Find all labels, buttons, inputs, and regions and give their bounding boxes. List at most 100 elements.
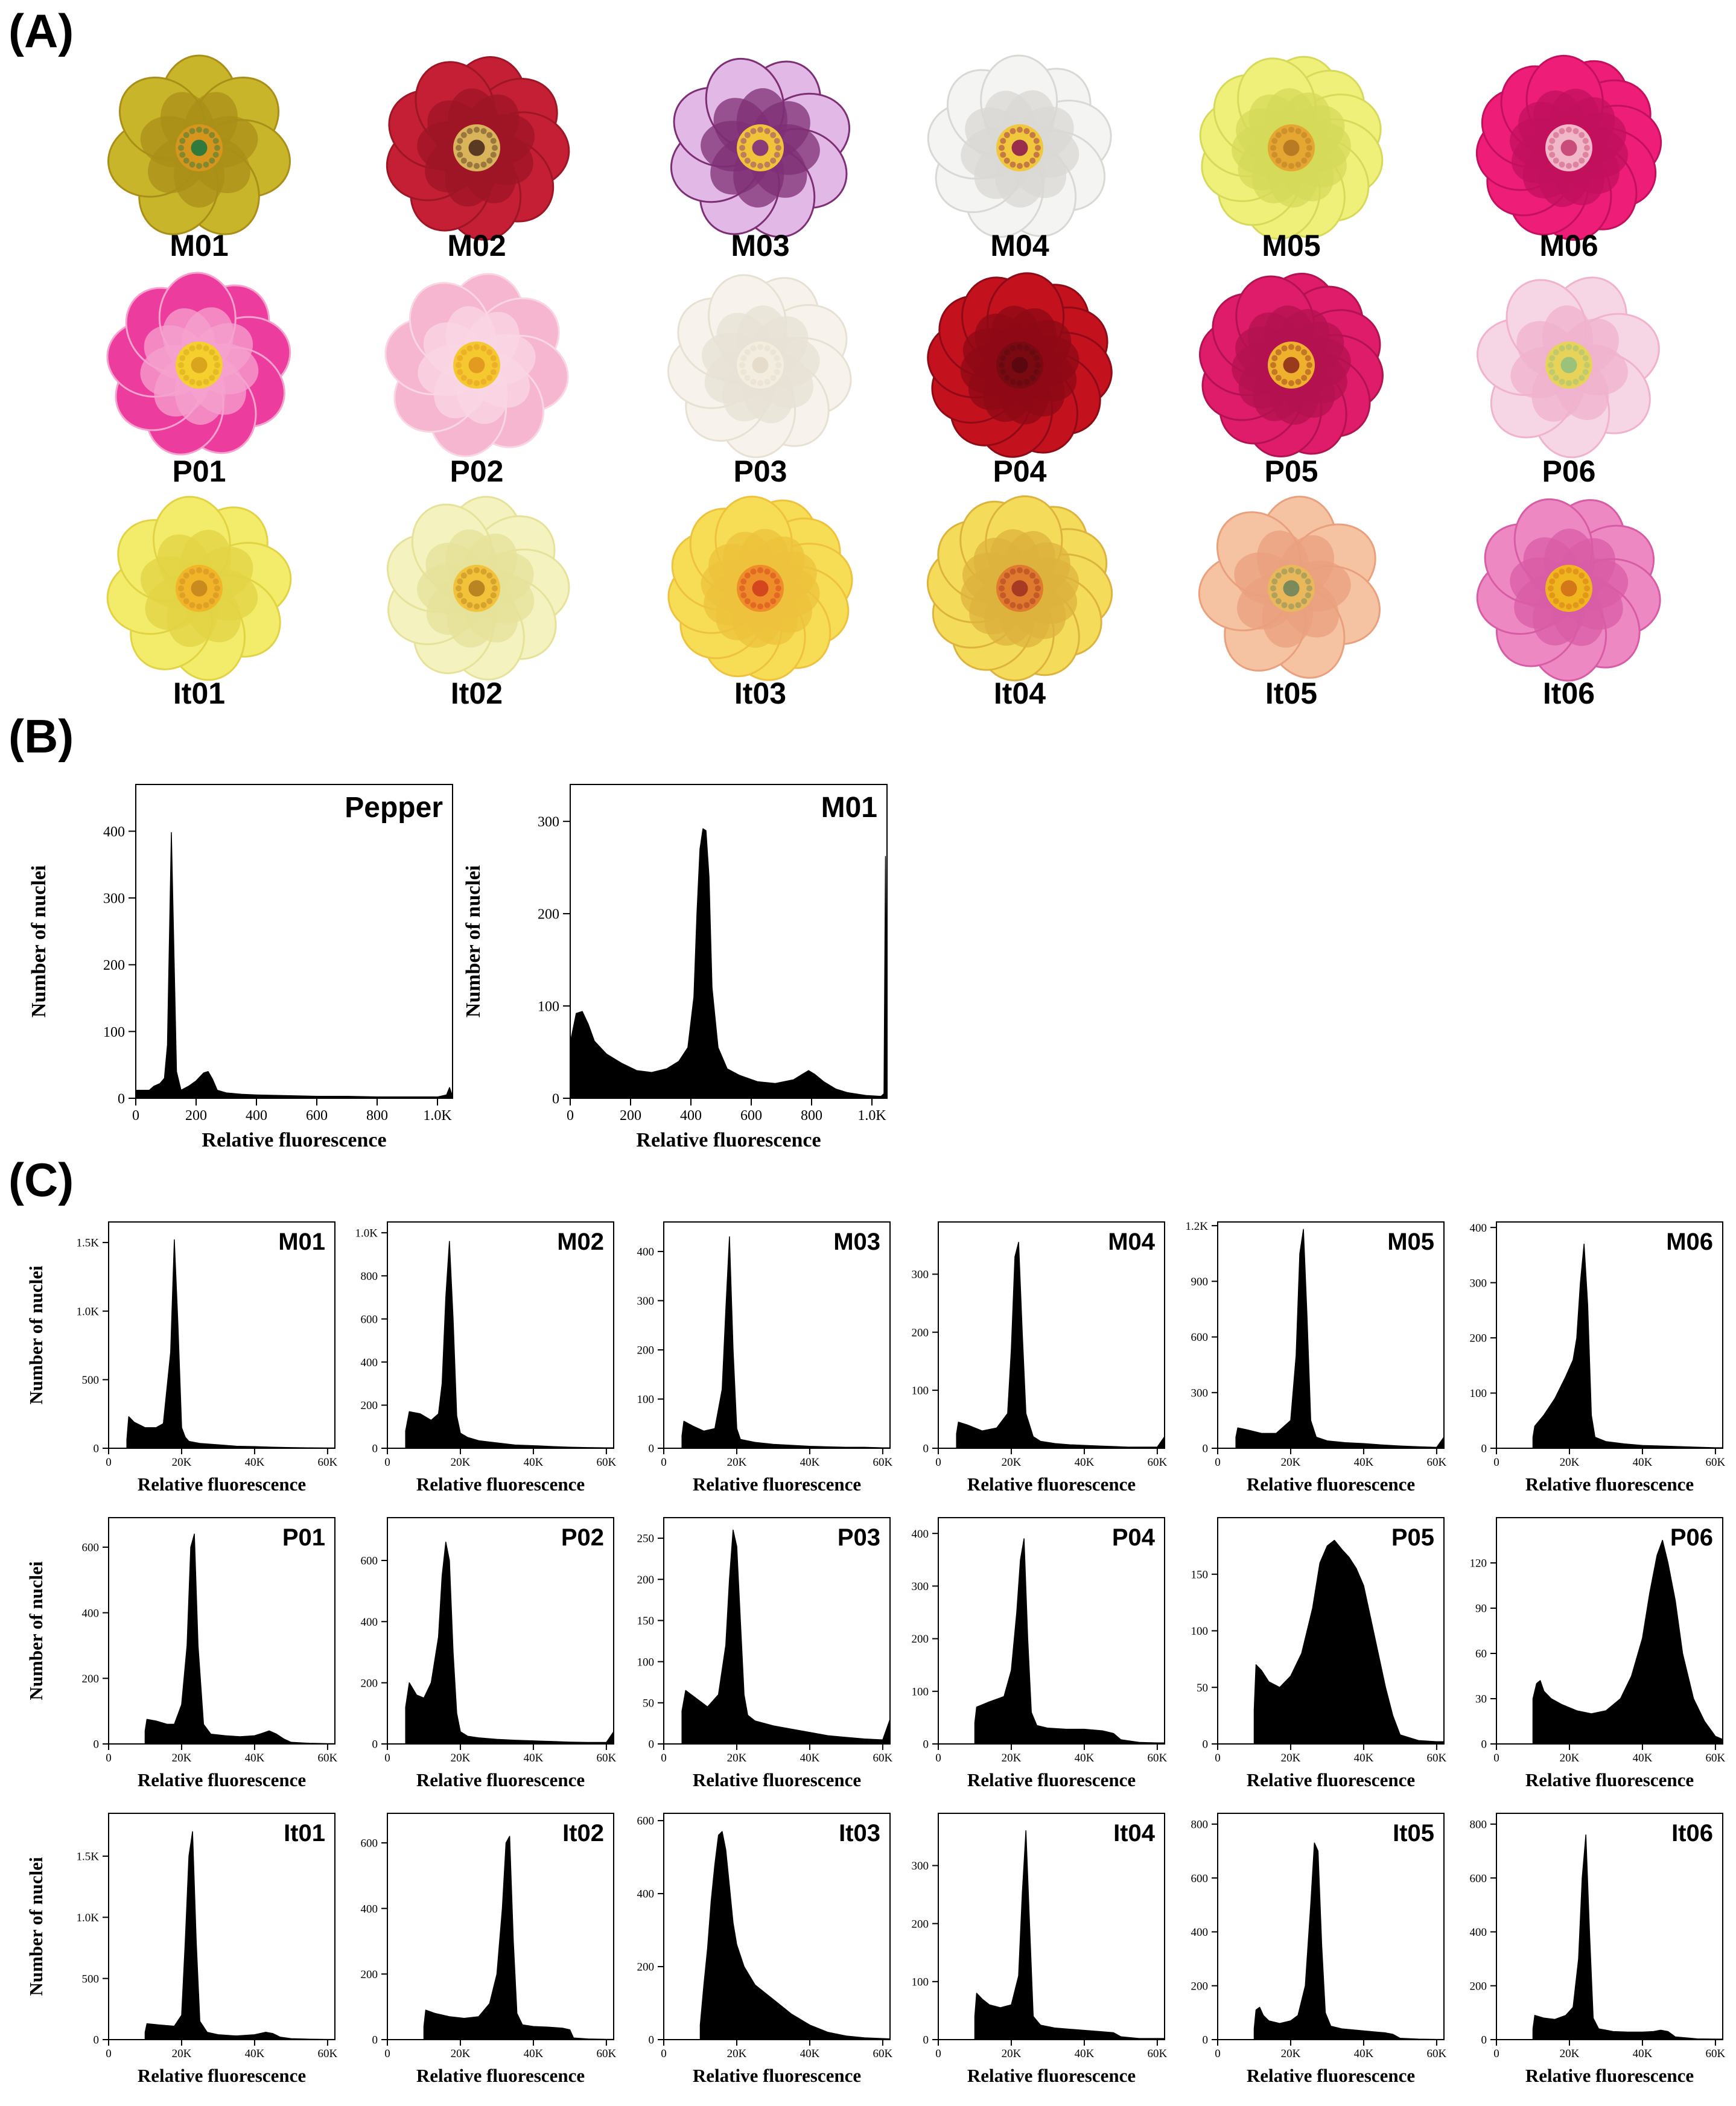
flower-carpel xyxy=(1283,139,1300,156)
histogram-area xyxy=(405,1541,614,1745)
x-tick-label: 20K xyxy=(1560,2047,1580,2060)
flower-stamen-dot xyxy=(203,161,209,168)
x-tick-label: 20K xyxy=(1281,1752,1301,1764)
x-axis-label: Relative fluorescence xyxy=(967,1474,1136,1495)
sample-title: Pepper xyxy=(345,792,443,824)
flower-stamen-dot xyxy=(1023,602,1030,608)
x-axis-label: Relative fluorescence xyxy=(1247,2065,1415,2086)
y-tick-label: 0 xyxy=(1481,2034,1487,2047)
histogram-chart: 0 20K 40K 60K 0 300 600 900 1.2K M05 Relative fluo… xyxy=(1186,1220,1447,1495)
flower-stamen-dot xyxy=(750,568,757,575)
histogram-area xyxy=(681,1529,891,1745)
flower-stamen-dot xyxy=(774,578,780,585)
flower-carpel xyxy=(752,580,769,597)
flower-stamen-dot xyxy=(770,572,777,579)
y-axis-label: Number of nuclei xyxy=(28,865,50,1017)
sample-title: M02 xyxy=(557,1229,604,1255)
x-tick-label: 40K xyxy=(800,2047,820,2060)
y-tick-label: 0 xyxy=(372,2034,378,2047)
flower-stamen-dot xyxy=(1281,345,1288,352)
plot-frame xyxy=(1496,1517,1723,1745)
flower-photo xyxy=(670,57,851,238)
histogram-area xyxy=(1235,1229,1445,1449)
x-tick-label: 1.0K xyxy=(423,1108,452,1124)
x-axis-label: Relative fluorescence xyxy=(138,1474,306,1495)
x-tick-label: 40K xyxy=(1633,1456,1653,1469)
y-tick-label: 200 xyxy=(361,1677,378,1690)
y-tick-label: 100 xyxy=(637,1393,655,1406)
flower-stamen-dot xyxy=(1582,355,1589,361)
flower-label: P01 xyxy=(172,454,226,488)
x-tick-label: 60K xyxy=(1427,2047,1447,2060)
flower-stamen-dot xyxy=(179,138,186,144)
flower-label: M06 xyxy=(1539,229,1598,262)
plot-frame xyxy=(663,1221,891,1449)
flower-stamen-dot xyxy=(1549,369,1556,375)
flower-stamen-dot xyxy=(474,127,480,133)
flower-stamen-dot xyxy=(480,602,487,608)
histogram-area xyxy=(974,1538,1165,1745)
histogram-area xyxy=(1253,1842,1445,2040)
flower-stamen-dot xyxy=(1553,572,1559,579)
flower-stamen-dot xyxy=(1009,568,1016,575)
x-tick-label: 60K xyxy=(597,1456,617,1469)
x-tick-label: 0 xyxy=(384,1752,390,1764)
plot-frame xyxy=(387,1221,614,1449)
flower-stamen-dot xyxy=(744,132,751,138)
plot-frame xyxy=(938,1517,1165,1745)
flower-stamen-dot xyxy=(1566,163,1572,169)
flower-stamen-dot xyxy=(480,161,487,168)
x-tick-label: 60K xyxy=(318,1752,338,1764)
y-tick-label: 1.0K xyxy=(77,1912,100,1924)
histogram-area xyxy=(974,1830,1165,2040)
flower-stamen-dot xyxy=(757,127,763,133)
histogram-chart: 0 20K 40K 60K 0 50 100 150 200 250 P03 Relative flu… xyxy=(637,1517,893,1790)
flower-stamen-dot xyxy=(1000,138,1006,144)
flower-stamen-dot xyxy=(1288,603,1294,609)
flower-stamen-dot xyxy=(1566,127,1572,133)
y-tick-label: 300 xyxy=(912,1860,929,1872)
flower-stamen-dot xyxy=(1281,568,1288,575)
x-tick-label: 40K xyxy=(524,1456,544,1469)
y-tick-label: 300 xyxy=(912,1268,929,1281)
flower-stamen-dot xyxy=(457,578,463,585)
y-axis-label: Number of nuclei xyxy=(25,1561,46,1700)
flower-stamen-dot xyxy=(189,568,196,575)
x-tick-label: 0 xyxy=(132,1108,139,1124)
flower-stamen-dot xyxy=(1582,369,1589,375)
flower-stamen-dot xyxy=(189,161,196,168)
flower-stamen-dot xyxy=(1009,602,1016,608)
flower-stamen-dot xyxy=(1566,344,1572,350)
flower-stamen-dot xyxy=(1579,598,1585,605)
flower-stamen-dot xyxy=(490,592,497,599)
flower-stamen-dot xyxy=(740,592,747,599)
y-tick-label: 0 xyxy=(923,1443,929,1455)
sample-title: P02 xyxy=(561,1524,604,1551)
flower-stamen-dot xyxy=(1033,578,1040,585)
sample-title: M03 xyxy=(833,1229,880,1255)
flower-carpel xyxy=(468,580,485,597)
flower-label: M01 xyxy=(170,229,229,262)
y-tick-label: 200 xyxy=(637,1344,655,1357)
flower-stamen-dot xyxy=(1566,380,1572,386)
flower-stamen-dot xyxy=(757,163,763,169)
y-tick-label: 400 xyxy=(912,1528,929,1541)
flower-stamen-dot xyxy=(1033,592,1040,599)
x-tick-label: 0 xyxy=(935,1456,941,1469)
histogram-chart: 0 20K 40K 60K 0 200 400 600 It02 Relative fluores… xyxy=(361,1813,617,2086)
flower-stamen-dot xyxy=(456,585,462,591)
y-axis-label: Number of nuclei xyxy=(25,1265,46,1405)
flower-stamen-dot xyxy=(1000,592,1006,599)
flower-stamen-dot xyxy=(1579,132,1585,138)
histogram-area xyxy=(956,1241,1165,1449)
flower-stamen-dot xyxy=(189,602,196,608)
x-axis-label: Relative fluorescence xyxy=(967,2065,1136,2086)
y-tick-label: 0 xyxy=(94,1739,100,1751)
flower-stamen-dot xyxy=(1572,128,1579,135)
y-tick-label: 30 xyxy=(1475,1693,1487,1706)
flower-stamen-dot xyxy=(1029,349,1036,355)
flower-label: P05 xyxy=(1264,454,1318,488)
flower-stamen-dot xyxy=(1003,375,1010,381)
flower-stamen-dot xyxy=(1000,578,1006,585)
flower-stamen-dot xyxy=(457,138,463,144)
